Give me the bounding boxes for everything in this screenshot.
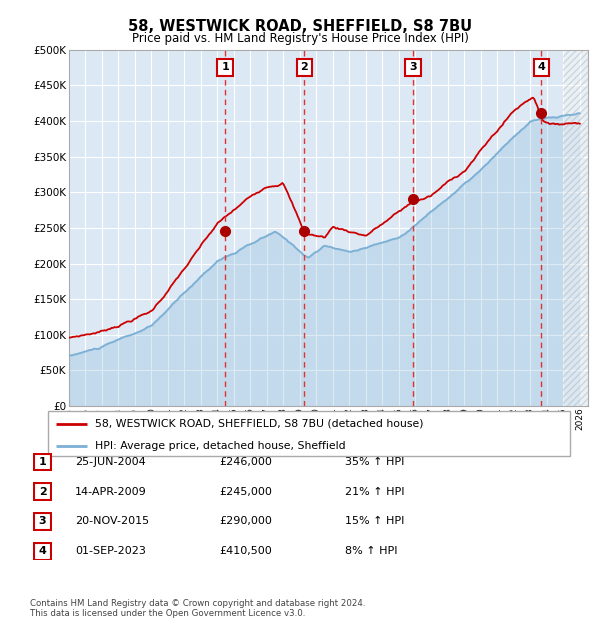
Text: 2: 2 — [39, 487, 46, 497]
FancyBboxPatch shape — [48, 411, 570, 456]
Text: 21% ↑ HPI: 21% ↑ HPI — [345, 487, 404, 497]
Text: 58, WESTWICK ROAD, SHEFFIELD, S8 7BU (detached house): 58, WESTWICK ROAD, SHEFFIELD, S8 7BU (de… — [95, 418, 424, 428]
Text: 58, WESTWICK ROAD, SHEFFIELD, S8 7BU: 58, WESTWICK ROAD, SHEFFIELD, S8 7BU — [128, 19, 472, 33]
Text: 1: 1 — [39, 457, 46, 467]
Text: 4: 4 — [538, 63, 545, 73]
Text: Price paid vs. HM Land Registry's House Price Index (HPI): Price paid vs. HM Land Registry's House … — [131, 32, 469, 45]
Text: £245,000: £245,000 — [219, 487, 272, 497]
Text: 20-NOV-2015: 20-NOV-2015 — [75, 516, 149, 526]
Text: 01-SEP-2023: 01-SEP-2023 — [75, 546, 146, 556]
Text: £290,000: £290,000 — [219, 516, 272, 526]
Text: £410,500: £410,500 — [219, 546, 272, 556]
Text: This data is licensed under the Open Government Licence v3.0.: This data is licensed under the Open Gov… — [30, 609, 305, 618]
Text: 8% ↑ HPI: 8% ↑ HPI — [345, 546, 398, 556]
Text: 14-APR-2009: 14-APR-2009 — [75, 487, 147, 497]
Text: 3: 3 — [39, 516, 46, 526]
Text: 25-JUN-2004: 25-JUN-2004 — [75, 457, 146, 467]
Bar — [563, 50, 588, 406]
Text: Contains HM Land Registry data © Crown copyright and database right 2024.: Contains HM Land Registry data © Crown c… — [30, 600, 365, 608]
Text: 1: 1 — [221, 63, 229, 73]
Text: £246,000: £246,000 — [219, 457, 272, 467]
Text: 3: 3 — [409, 63, 417, 73]
Text: HPI: Average price, detached house, Sheffield: HPI: Average price, detached house, Shef… — [95, 441, 346, 451]
Text: 2: 2 — [301, 63, 308, 73]
Text: 4: 4 — [38, 546, 47, 556]
Text: 15% ↑ HPI: 15% ↑ HPI — [345, 516, 404, 526]
Text: 35% ↑ HPI: 35% ↑ HPI — [345, 457, 404, 467]
